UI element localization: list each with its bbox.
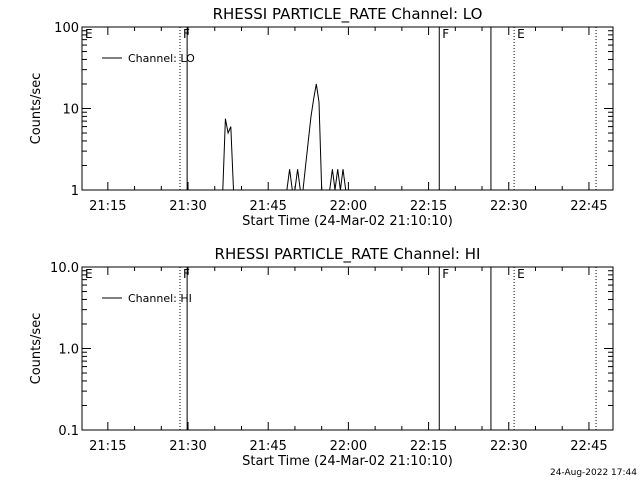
x-tick-label: 22:45 [570, 199, 607, 214]
x-tick-label: 21:15 [89, 439, 126, 454]
x-tick-label: 21:45 [249, 199, 286, 214]
marker-label: E [85, 27, 93, 41]
marker-label: F [442, 267, 449, 281]
x-tick-label: 21:15 [89, 199, 126, 214]
legend-entry: Channel: LO [128, 52, 195, 65]
legend: Channel: HI [102, 292, 192, 305]
footer-timestamp: 24-Aug-2022 17:44 [550, 468, 637, 478]
x-axis-label: Start Time (24-Mar-02 21:10:10) [242, 214, 453, 229]
marker-label: F [183, 267, 190, 281]
chart-title: RHESSI PARTICLE_RATE Channel: HI [215, 245, 481, 264]
marker-label: E [517, 27, 525, 41]
y-axis-label: Counts/sec [29, 313, 44, 385]
panel-hi: RHESSI PARTICLE_RATE Channel: HI 0.1 1.0 10… [29, 245, 614, 469]
y-tick-label: 1 [71, 184, 79, 199]
y-tick-label: 10 [62, 103, 79, 118]
x-tick-label: 22:30 [490, 199, 527, 214]
y-tick-label: 0.1 [58, 424, 79, 439]
x-tick-label: 22:00 [330, 199, 367, 214]
series-line [222, 83, 349, 191]
x-tick-label: 22:15 [410, 439, 447, 454]
x-tick-label: 21:30 [169, 199, 206, 214]
marker-label: E [517, 267, 525, 281]
y-tick-label: 100 [54, 21, 79, 36]
marker-label: E [85, 267, 93, 281]
legend-entry: Channel: HI [128, 292, 192, 305]
marker-label: F [442, 27, 449, 41]
x-axis-label: Start Time (24-Mar-02 21:10:10) [242, 454, 453, 469]
x-tick-label: 22:30 [490, 439, 527, 454]
panel-lo: RHESSI PARTICLE_RATE Channel: LO 1 10 100 Co… [29, 5, 614, 229]
marker-label: F [183, 27, 190, 41]
x-tick-label: 21:45 [249, 439, 286, 454]
y-tick-label: 1.0 [58, 343, 79, 358]
chart-title: RHESSI PARTICLE_RATE Channel: LO [213, 5, 483, 24]
x-tick-label: 22:15 [410, 199, 447, 214]
x-tick-label: 21:30 [169, 439, 206, 454]
y-tick-label: 10.0 [50, 261, 79, 276]
legend: Channel: LO [102, 52, 195, 65]
x-tick-label: 22:00 [330, 439, 367, 454]
x-tick-label: 22:45 [570, 439, 607, 454]
y-axis-label: Counts/sec [29, 73, 44, 145]
